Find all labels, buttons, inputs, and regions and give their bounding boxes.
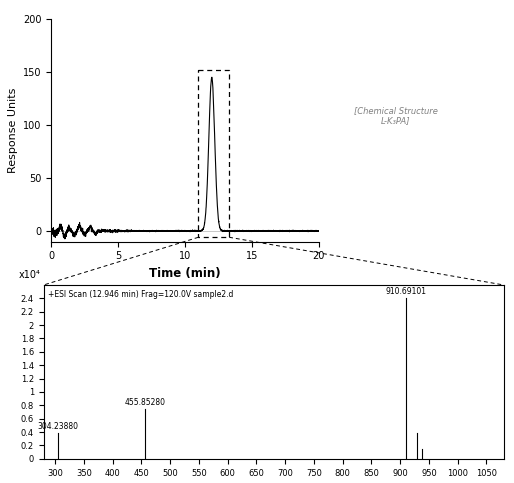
Y-axis label: x10⁴: x10⁴ <box>19 270 41 280</box>
Text: 455.85280: 455.85280 <box>124 398 166 407</box>
Text: 910.69101: 910.69101 <box>386 287 427 297</box>
Y-axis label: Response Units: Response Units <box>8 88 17 173</box>
Text: [Chemical Structure
L-K₃PA]: [Chemical Structure L-K₃PA] <box>354 106 438 126</box>
Text: +ESI Scan (12.946 min) Frag=120.0V sample2.d: +ESI Scan (12.946 min) Frag=120.0V sampl… <box>48 290 234 299</box>
Text: 304.23880: 304.23880 <box>37 423 78 431</box>
X-axis label: Time (min): Time (min) <box>149 267 221 280</box>
